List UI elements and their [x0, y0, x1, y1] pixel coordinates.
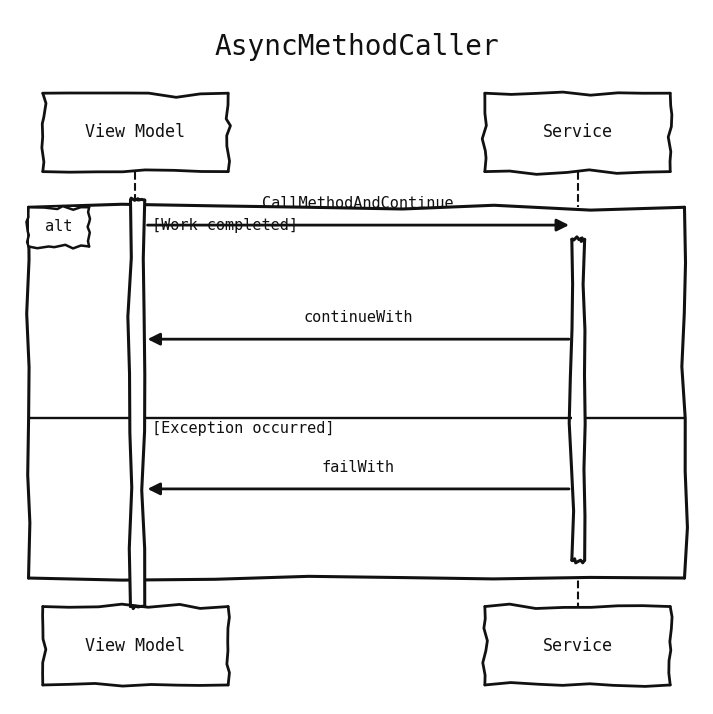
Bar	[43, 94, 228, 171]
Text: continueWith: continueWith	[304, 310, 413, 325]
Text: Service: Service	[543, 124, 612, 141]
Text: alt: alt	[45, 219, 73, 234]
Bar	[485, 607, 670, 685]
Text: AsyncMethodCaller: AsyncMethodCaller	[214, 33, 499, 61]
Text: CallMethodAndContinue: CallMethodAndContinue	[262, 196, 454, 211]
Bar	[572, 239, 585, 560]
Bar	[29, 207, 89, 246]
Text: View Model: View Model	[86, 637, 185, 655]
Text: View Model: View Model	[86, 124, 185, 141]
Bar	[29, 207, 684, 578]
Text: [Exception occurred]: [Exception occurred]	[152, 421, 334, 436]
Text: Service: Service	[543, 637, 612, 655]
Text: failWith: failWith	[322, 460, 395, 475]
Bar	[43, 607, 228, 685]
Bar	[130, 200, 145, 607]
Text: [Work completed]: [Work completed]	[152, 218, 298, 233]
Bar	[485, 94, 670, 171]
Bar	[29, 207, 684, 578]
